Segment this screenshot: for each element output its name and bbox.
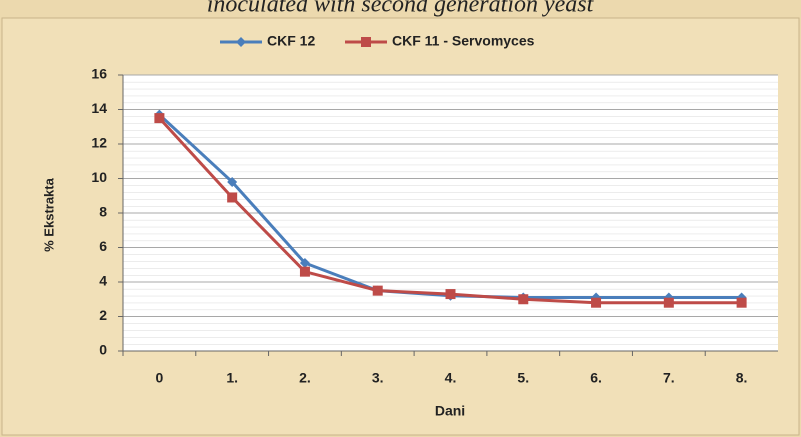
legend-label: CKF 11 - Servomyces xyxy=(392,33,535,49)
x-tick-label: 0 xyxy=(155,370,163,386)
x-axis-label: Dani xyxy=(435,403,465,419)
point xyxy=(299,258,310,269)
y-tick-label: 16 xyxy=(91,66,107,82)
y-tick-label: 4 xyxy=(99,273,107,289)
y-tick-label: 10 xyxy=(91,169,107,185)
y-tick-label: 0 xyxy=(99,342,107,358)
x-tick-label: 2. xyxy=(299,370,311,386)
chart-title: inoculated with second generation yeast xyxy=(207,0,595,18)
y-tick-label: 8 xyxy=(99,204,107,220)
x-tick-label: 1. xyxy=(226,370,238,386)
x-tick-label: 8. xyxy=(736,370,748,386)
point xyxy=(663,297,674,308)
y-tick-label: 14 xyxy=(91,100,107,116)
y-tick-label: 12 xyxy=(91,135,107,151)
legend-marker xyxy=(361,37,371,47)
y-axis-label: % Ekstrakta xyxy=(41,177,56,251)
x-tick-label: 7. xyxy=(663,370,675,386)
point xyxy=(299,266,310,277)
point xyxy=(227,176,238,187)
legend-marker xyxy=(236,37,246,47)
point xyxy=(591,297,602,308)
x-tick-label: 4. xyxy=(445,370,457,386)
legend-label: CKF 12 xyxy=(267,33,315,49)
point xyxy=(445,289,456,300)
point xyxy=(372,285,383,296)
point xyxy=(227,192,238,203)
y-tick-label: 6 xyxy=(99,238,107,254)
y-tick-label: 2 xyxy=(99,307,107,323)
x-tick-label: 6. xyxy=(590,370,602,386)
point xyxy=(518,294,529,305)
x-tick-label: 5. xyxy=(517,370,529,386)
x-tick-label: 3. xyxy=(372,370,384,386)
point xyxy=(736,297,747,308)
point xyxy=(154,113,165,124)
